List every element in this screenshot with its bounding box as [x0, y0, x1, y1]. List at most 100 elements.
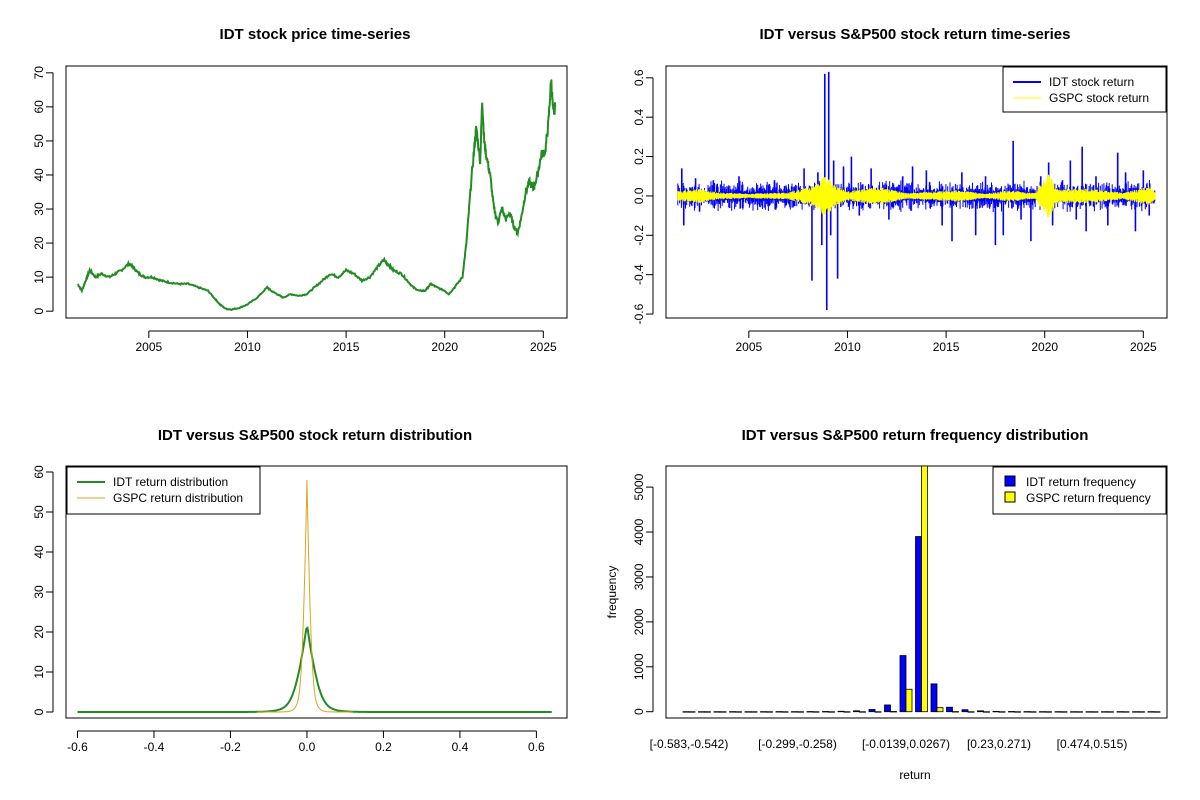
price-chart-title: IDT stock price time-series [220, 26, 411, 43]
idt-frequency-bar [884, 704, 891, 713]
density-y-tick-label: 20 [32, 625, 46, 639]
price-x-tick-label: 2005 [135, 340, 162, 354]
returns-x-tick-label: 2010 [834, 340, 861, 354]
gspc-frequency-bar [1029, 711, 1037, 713]
gspc-frequency-bar [1091, 711, 1099, 713]
idt-frequency-bar [713, 711, 721, 713]
idt-frequency-bar [744, 711, 752, 713]
gspc-frequency-bar [781, 711, 789, 713]
histogram-y-tick-label: 5000 [632, 473, 646, 500]
idt-frequency-bar [1147, 711, 1155, 713]
histogram-legend-box [992, 466, 1167, 515]
gspc-frequency-bar [921, 465, 928, 713]
returns-legend-label-idt: IDT stock return [1049, 75, 1134, 89]
gspc-frequency-bar [1014, 711, 1021, 713]
price-chart: IDT stock price time-series 2005 2010 2015… [32, 26, 568, 354]
gspc-frequency-bar [998, 711, 1006, 713]
returns-x-tick-label: 2025 [1130, 340, 1157, 354]
density-y-tick-label: 50 [32, 505, 46, 519]
returns-y-tick-label: 0.4 [632, 109, 646, 126]
histogram-chart-title: IDT versus S&P500 return frequency distr… [742, 427, 1089, 444]
idt-frequency-bar [1101, 711, 1108, 713]
idt-frequency-bar [837, 710, 845, 713]
idt-frequency-bar [1039, 711, 1046, 713]
density-legend: IDT return distribution GSPC return dist… [66, 466, 261, 515]
histogram-y-tick-label: 2000 [632, 608, 646, 635]
density-x-tick-label: -0.6 [67, 740, 88, 754]
density-legend-box [66, 466, 261, 515]
density-x-tick-label: -0.2 [220, 740, 241, 754]
returns-y-tick-label: 0.2 [632, 148, 646, 165]
returns-y-tick-label: -0.4 [632, 264, 646, 285]
price-x-tick-label: 2025 [530, 340, 557, 354]
gspc-frequency-bar [1076, 711, 1083, 713]
histogram-y-tick-label: 1000 [632, 653, 646, 680]
returns-y-tick-label: -0.6 [632, 303, 646, 324]
idt-frequency-bar [1008, 711, 1015, 713]
histogram-x-category-label: [-0.299,-0.258) [758, 737, 837, 751]
idt-frequency-bar [868, 709, 876, 713]
price-plot-frame [65, 65, 568, 319]
idt-frequency-bar [961, 709, 969, 713]
gspc-frequency-bar [1138, 711, 1145, 713]
returns-chart: IDT versus S&P500 stock return time-seri… [632, 26, 1168, 354]
price-x-tick-label: 2010 [234, 340, 261, 354]
price-y-tick-label: 50 [32, 134, 46, 148]
returns-y-tick-label: 0.0 [632, 187, 646, 204]
idt-frequency-bar [1070, 711, 1077, 713]
returns-legend: IDT stock return GSPC stock return [1002, 66, 1167, 113]
density-legend-label-gspc: GSPC return distribution [113, 491, 243, 505]
density-x-tick-label: 0.0 [299, 740, 316, 754]
histogram-legend-label-idt: IDT return frequency [1026, 475, 1136, 489]
returns-x-tick-label: 2015 [933, 340, 960, 354]
returns-y-tick-label: 0.6 [632, 69, 646, 86]
gspc-frequency-bar [874, 711, 882, 713]
gspc-frequency-bar [766, 711, 773, 713]
gspc-frequency-bar [983, 711, 990, 713]
density-x-tick-label: 0.4 [452, 740, 469, 754]
idt-frequency-bar [853, 710, 860, 713]
histogram-y-tick-label: 3000 [632, 563, 646, 590]
idt-frequency-bar [760, 711, 767, 713]
gspc-frequency-bar [688, 711, 696, 713]
gspc-frequency-bar [843, 711, 851, 713]
price-x-tick-label: 2015 [333, 340, 360, 354]
idt-frequency-bar [698, 711, 705, 713]
idt-frequency-bar [1085, 711, 1093, 713]
gspc-frequency-bar [1153, 711, 1161, 713]
histogram-legend-key-gspc [1004, 491, 1016, 503]
histogram-legend: IDT return frequency GSPC return frequen… [992, 466, 1167, 515]
density-plot-frame [65, 465, 568, 719]
gspc-frequency-bar [905, 688, 913, 713]
returns-plot-frame [665, 65, 1168, 319]
price-y-tick-label: 30 [32, 202, 46, 216]
density-chart: IDT versus S&P500 stock return distribut… [32, 427, 568, 754]
idt-frequency-bar [1132, 711, 1139, 713]
histogram-x-category-label: [0.23,0.271) [967, 737, 1031, 751]
histogram-x-category-label: [0.474,0.515) [1057, 737, 1128, 751]
gspc-frequency-bar [890, 711, 897, 713]
idt-frequency-bar [992, 710, 1000, 713]
price-y-tick-label: 0 [32, 308, 46, 315]
idt-frequency-bar [822, 711, 829, 713]
gspc-frequency-bar [1045, 711, 1052, 713]
density-y-tick-label: 60 [32, 465, 46, 479]
gspc-frequency-bar [952, 711, 959, 713]
price-y-tick-label: 40 [32, 168, 46, 182]
gspc-density-curve [257, 479, 353, 713]
idt-frequency-bar [729, 711, 736, 713]
density-y-tick-label: 10 [32, 665, 46, 679]
returns-x-tick-label: 2005 [735, 340, 762, 354]
gspc-frequency-bar [967, 711, 975, 713]
returns-legend-label-gspc: GSPC stock return [1049, 91, 1149, 105]
price-y-tick-label: 10 [32, 270, 46, 284]
returns-legend-box [1002, 66, 1167, 113]
idt-frequency-bar [775, 711, 783, 713]
returns-y-tick-label: -0.2 [632, 225, 646, 246]
gspc-frequency-bar [812, 711, 820, 713]
gspc-frequency-bar [704, 711, 711, 713]
idt-frequency-bar [682, 711, 690, 713]
returns-chart-title: IDT versus S&P500 stock return time-seri… [760, 26, 1071, 43]
idt-frequency-bar [806, 711, 814, 713]
